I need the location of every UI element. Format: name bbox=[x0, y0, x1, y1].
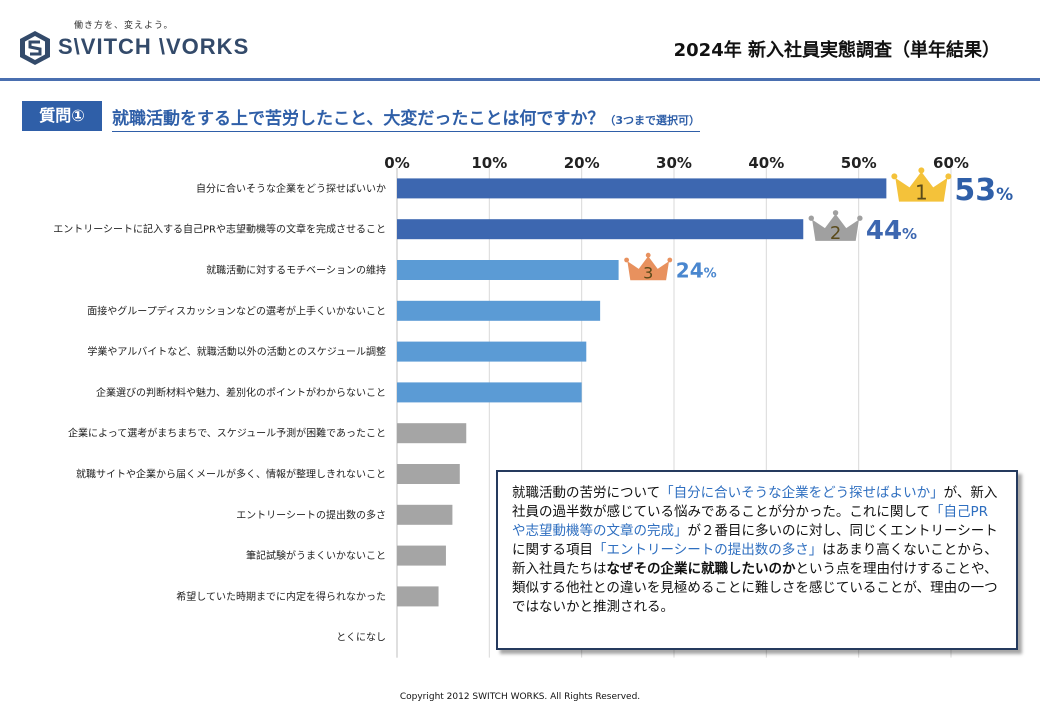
category-label: 就職活動に対するモチベーションの維持 bbox=[206, 264, 386, 277]
crown-jewel bbox=[918, 167, 925, 174]
bar bbox=[397, 178, 887, 199]
company-logo: 働き方を、変えよう。 S\VITCH \VORKS bbox=[18, 18, 258, 68]
question-badge: 質問① bbox=[22, 101, 102, 131]
question-heading: 就職活動をする上で苦労したこと、大変だったことは何ですか？（3つまで選択可） bbox=[112, 104, 700, 132]
category-label: 学業やアルバイトなど、就職活動以外の活動とのスケジュール調整 bbox=[87, 345, 386, 358]
value-label: 24% bbox=[676, 259, 717, 283]
crown-shape bbox=[893, 169, 950, 204]
rank-crown-icon: 1 bbox=[891, 167, 952, 204]
value-unit: % bbox=[996, 185, 1013, 205]
comment-highlight-2: 「自己PRや志望動機等の文章の完成」 bbox=[512, 504, 988, 539]
value-unit: % bbox=[704, 267, 717, 282]
bar-chart: 0% 10% 20% 30% 40% 50% 60% 自分に合いそうな企業をどう探せばいいかエ… bbox=[53, 154, 1013, 658]
x-tick-label: 40% bbox=[748, 154, 784, 172]
crown-rank-number: 1 bbox=[915, 180, 928, 204]
crown-jewel bbox=[945, 173, 952, 180]
comment-highlight-1: 「自分に合いそうな企業をどう探せばよいか」 bbox=[660, 485, 944, 501]
x-tick-label: 10% bbox=[471, 154, 507, 172]
x-tick-label: 0% bbox=[384, 154, 409, 172]
x-tick-label: 20% bbox=[564, 154, 600, 172]
category-label: 企業によって選考がまちまちで、スケジュール予測が困難であったこと bbox=[68, 427, 386, 440]
value-unit: % bbox=[902, 225, 917, 243]
value-label: 44% bbox=[866, 216, 917, 246]
comment-text-3: が２番目に多いのに対し、同じくエントリーシートに関する項目 bbox=[512, 523, 998, 558]
bar bbox=[397, 341, 587, 362]
category-label: エントリーシートに記入する自己PRや志望動機等の文章を完成させること bbox=[53, 223, 386, 236]
comment-box: 就職活動の苦労について「自分に合いそうな企業をどう探せばよいか」が、新入社員の過… bbox=[496, 470, 1018, 650]
value-number: 53 bbox=[954, 173, 996, 208]
category-label: 筆記試験がうまくいかないこと bbox=[246, 549, 386, 562]
bar bbox=[397, 586, 439, 607]
category-label: 自分に合いそうな企業をどう探せばいいか bbox=[196, 182, 386, 195]
category-label: 面接やグループディスカッションなどの選考が上手くいかないこと bbox=[87, 304, 386, 317]
rank-crown-icon: 3 bbox=[624, 252, 673, 282]
bar bbox=[397, 260, 619, 280]
value-number: 44 bbox=[866, 216, 902, 246]
crown-jewel bbox=[645, 252, 651, 258]
value-label: 53% bbox=[954, 173, 1013, 208]
category-label: 企業選びの判断材料や魅力、差別化のポイントがわからないこと bbox=[96, 386, 386, 399]
logo-tagline: 働き方を、変えよう。 bbox=[74, 21, 174, 31]
logo-text: S\VITCH \VORKS bbox=[58, 34, 250, 59]
logo-mark-icon bbox=[20, 31, 50, 65]
x-tick-label: 60% bbox=[933, 154, 969, 172]
category-label: 希望していた時期までに内定を得られなかった bbox=[176, 590, 386, 603]
bar bbox=[397, 464, 460, 484]
crown-jewel bbox=[624, 257, 629, 263]
crown-jewel bbox=[667, 257, 673, 263]
comment-text-4: はあまり高くないことから、新入社員たちは bbox=[512, 542, 998, 577]
question-note: （3つまで選択可） bbox=[604, 114, 700, 127]
question-text: 就職活動をする上で苦労したこと、大変だったことは何ですか？ bbox=[112, 109, 605, 129]
crown-shape bbox=[810, 211, 861, 243]
category-label: 就職サイトや企業から届くメールが多く、情報が整理しきれないこと bbox=[76, 468, 386, 481]
header-divider bbox=[0, 78, 1040, 81]
bar bbox=[397, 300, 601, 321]
category-label: とくになし bbox=[336, 632, 386, 644]
value-number: 24 bbox=[676, 259, 704, 283]
comment-text-2: が、新入社員の過半数が感じている悩みであることが分かった。これに関して bbox=[512, 485, 998, 520]
category-label: エントリーシートの提出数の多さ bbox=[236, 508, 386, 521]
crown-shape bbox=[625, 254, 671, 282]
rank-crown-icon: 2 bbox=[808, 210, 863, 244]
crown-jewel bbox=[891, 173, 898, 180]
crown-jewel bbox=[832, 210, 839, 216]
crown-jewel bbox=[808, 215, 814, 221]
x-tick-label: 50% bbox=[841, 154, 877, 172]
report-title: 2024年 新入社員実態調査（単年結果） bbox=[673, 40, 1000, 61]
bar bbox=[397, 219, 804, 240]
bar bbox=[397, 382, 582, 403]
comment-highlight-3: 「エントリーシートの提出数の多さ」 bbox=[593, 542, 823, 558]
bar bbox=[397, 504, 453, 525]
x-tick-label: 30% bbox=[656, 154, 692, 172]
crown-rank-number: 3 bbox=[643, 263, 653, 282]
bar bbox=[397, 545, 446, 566]
bar bbox=[397, 423, 467, 444]
comment-text-5: という点を理由付けすることや、類似する他社との違いを見極めることに難しさを感じて… bbox=[512, 561, 998, 615]
comment-bold: なぜその企業に就職したいのか bbox=[606, 561, 796, 577]
crown-jewel bbox=[857, 215, 863, 221]
comment-text-1: 就職活動の苦労について bbox=[512, 485, 661, 501]
crown-rank-number: 2 bbox=[830, 223, 841, 244]
copyright: Copyright 2012 SWITCH WORKS. All Rights … bbox=[399, 692, 641, 702]
